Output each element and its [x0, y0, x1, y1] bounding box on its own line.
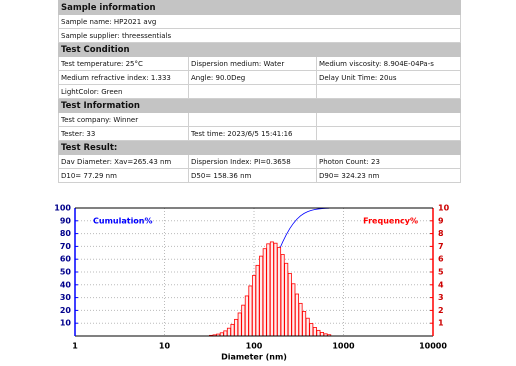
y-tick-label: 90 — [60, 216, 72, 225]
bar — [320, 332, 325, 337]
y2-tick-label: 8 — [438, 229, 444, 238]
bar — [277, 247, 282, 337]
table-row: Test Information — [57, 98, 462, 113]
bar — [262, 248, 267, 337]
bar — [241, 304, 246, 337]
bar — [298, 302, 303, 337]
bar — [305, 317, 310, 337]
y-tick-label: 70 — [60, 242, 72, 251]
bar — [230, 323, 235, 337]
y-tick-label: 100 — [54, 204, 71, 213]
y-tick-label: 20 — [60, 306, 72, 315]
legend-entry: Frequency% — [363, 217, 418, 226]
y-tick-label: 50 — [60, 268, 72, 277]
bar — [259, 255, 264, 337]
bar — [248, 285, 253, 337]
bar — [273, 242, 278, 337]
x-tick-label: 100 — [246, 342, 263, 351]
bar — [287, 273, 292, 337]
y2-tick-label: 6 — [438, 255, 444, 264]
bar — [312, 327, 317, 337]
table-cell: D90= 324.23 nm — [315, 168, 462, 183]
y-tick-label: 60 — [60, 255, 72, 264]
x-tick-label: 10 — [159, 342, 171, 351]
y-tick-label: 30 — [60, 293, 72, 302]
y2-tick-label: 2 — [438, 306, 444, 315]
x-tick-label: 1000 — [332, 342, 355, 351]
y2-tick-label: 5 — [438, 268, 444, 277]
table-cell: D10= 77.29 nm — [58, 168, 189, 183]
y2-tick-label: 9 — [438, 216, 444, 225]
y2-tick-label: 4 — [438, 280, 444, 289]
y2-tick-label: 1 — [438, 319, 444, 328]
info-table: Sample information Sample name: HP2021 av… — [57, 0, 462, 183]
table-row: Sample information — [57, 0, 462, 15]
bar — [234, 318, 239, 337]
bar — [244, 295, 249, 337]
y-tick-label: 10 — [60, 319, 72, 328]
table-row: Test Condition — [57, 42, 462, 57]
section-header: Test Information — [57, 98, 462, 113]
x-tick-label: 1 — [72, 342, 78, 351]
table-row: Test company: Winner — [58, 112, 462, 127]
table-row: Medium refractive index: 1.333 Angle: 90.… — [58, 70, 462, 85]
bar — [251, 275, 257, 337]
bar — [309, 323, 314, 337]
y2-tick-label: 3 — [438, 293, 444, 302]
bar — [302, 311, 307, 337]
legend-entry: Cumulation% — [93, 217, 153, 226]
section-header: Sample information — [57, 0, 462, 15]
y2-tick-label: 7 — [438, 242, 444, 251]
bar — [294, 293, 299, 337]
x-tick-label: 10000 — [419, 342, 447, 351]
y-tick-label: 80 — [60, 229, 72, 238]
section-header: Test Condition — [57, 42, 462, 57]
bar — [291, 283, 296, 337]
bar — [237, 312, 242, 337]
y2-tick-label: 10 — [438, 204, 450, 213]
bar — [269, 241, 274, 337]
y-tick-label: 40 — [60, 280, 72, 289]
bar — [226, 327, 231, 337]
bar — [316, 329, 321, 337]
bar — [223, 330, 228, 337]
table-row: D10= 77.29 nm D50= 158.36 nm D90= 324.23 n… — [58, 168, 462, 183]
table-row: Dav Diameter: Xav=265.43 nm Dispersion In… — [58, 154, 462, 169]
bar — [255, 264, 260, 337]
bar — [284, 262, 289, 337]
x-axis-title: Diameter (nm) — [221, 353, 287, 362]
bar — [266, 243, 271, 337]
bar — [280, 254, 285, 337]
